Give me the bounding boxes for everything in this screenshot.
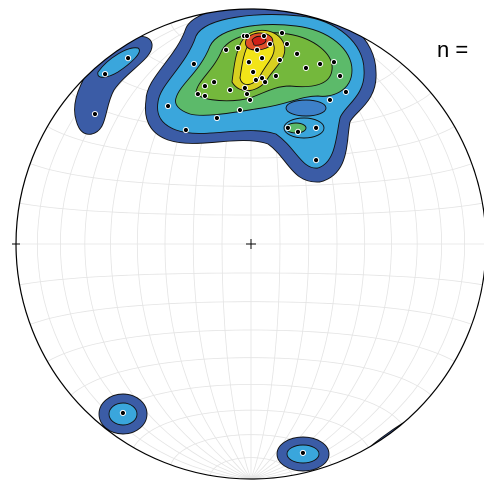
pole-point — [246, 96, 254, 104]
pole-point — [182, 126, 190, 134]
pole-point — [201, 82, 209, 90]
pole-point — [236, 106, 244, 114]
pole-point — [302, 64, 310, 72]
pole-point — [258, 74, 266, 82]
pole-point — [284, 124, 291, 132]
pole-point — [222, 46, 230, 53]
pole-point — [283, 40, 291, 48]
pole-point — [234, 44, 242, 52]
pole-point — [272, 72, 280, 80]
pole-point — [164, 102, 172, 110]
small-circle — [30, 163, 472, 187]
pole-point — [316, 60, 324, 68]
pole-point — [190, 60, 197, 68]
pole-point — [260, 32, 268, 40]
pole-point — [201, 92, 209, 100]
pole-point — [119, 409, 127, 417]
pole-point — [330, 59, 338, 66]
pole-point — [294, 128, 302, 136]
small-circle — [19, 202, 483, 216]
pole-point — [241, 84, 248, 92]
small-circle — [47, 329, 455, 362]
pole-point — [278, 29, 286, 37]
pole-point — [276, 56, 284, 64]
pole-point — [91, 110, 99, 118]
points — [91, 29, 350, 457]
small-circle — [47, 126, 455, 159]
pole-point — [243, 32, 251, 40]
pole-point — [124, 55, 132, 62]
small-circle — [30, 301, 472, 325]
pole-point — [326, 96, 334, 104]
pole-point — [101, 70, 109, 78]
small-circle — [70, 357, 432, 396]
pole-point — [194, 90, 201, 98]
pole-point — [262, 78, 269, 86]
pole-point — [254, 46, 261, 53]
small-circle — [133, 409, 369, 448]
pole-point — [293, 50, 301, 57]
density-contours — [74, 9, 441, 472]
pole-point — [312, 124, 320, 132]
pole-point — [213, 114, 221, 122]
pole-point — [211, 78, 218, 86]
pole-point — [245, 59, 252, 66]
pole-point — [250, 68, 257, 76]
pole-point — [243, 90, 251, 98]
pole-point — [266, 40, 274, 48]
pole-point — [226, 86, 234, 94]
small-circle — [19, 272, 483, 286]
pole-point — [299, 449, 307, 457]
pole-point — [342, 88, 350, 96]
count-label: n = — [437, 37, 468, 62]
pole-point — [258, 55, 266, 62]
pole-point — [252, 76, 260, 84]
pole-point — [336, 72, 344, 80]
pole-point — [312, 157, 320, 164]
